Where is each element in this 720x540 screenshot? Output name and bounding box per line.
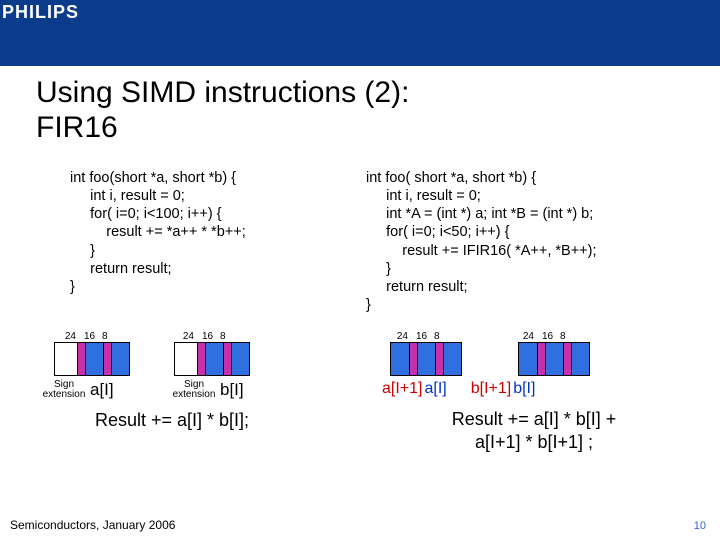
cell-b2 [111, 343, 129, 375]
cell-sign2 [175, 343, 197, 375]
diagram-right: 24 16 8 24 16 8 [368, 328, 700, 453]
topbar: PHILIPS [0, 0, 720, 66]
eq-left: Result += a[I] * b[I]; [36, 410, 368, 431]
rcell-b4 [545, 343, 563, 375]
slide-content: Using SIMD instructions (2): FIR16 int f… [0, 66, 720, 453]
slide-title: Using SIMD instructions (2): FIR16 [36, 76, 700, 145]
boxes-left [54, 342, 368, 376]
lbl-b0: b[I] [513, 380, 535, 398]
rcell-b2 [443, 343, 461, 375]
lbl-a0: a[I] [424, 380, 446, 398]
labels-right: a[I+1] a[I] b[I+1] b[I] [382, 380, 700, 398]
cell-m2 [103, 343, 111, 375]
brand-name: PHILIPS [2, 2, 79, 22]
eq-right-2: a[I+1] * b[I+1] ; [368, 431, 700, 454]
rcell-m3 [537, 343, 545, 375]
tick-8b: 8 [220, 331, 228, 342]
code-right: int foo( short *a, short *b) { int i, re… [366, 169, 696, 314]
cell-b4 [231, 343, 249, 375]
rcell-m1 [435, 343, 443, 375]
rtick-24: 24 [390, 331, 408, 342]
arr-b: b[I] [220, 380, 270, 400]
sign-ext-b: Sign extension [168, 380, 220, 400]
boxes-right [390, 342, 700, 376]
arr-a: a[I] [90, 380, 140, 400]
boxgroup-a-right [390, 342, 462, 376]
rcell-b1 [417, 343, 435, 375]
code-left-col: int foo(short *a, short *b) { int i, res… [36, 169, 366, 314]
footer-left: Semiconductors, January 2006 [10, 518, 175, 532]
tick-24b: 24 [172, 331, 194, 342]
sign-ext-a: Sign extension [38, 380, 90, 400]
rcell-b0 [391, 343, 409, 375]
tick-24: 24 [54, 331, 76, 342]
tick-16b: 16 [202, 331, 220, 342]
code-left: int foo(short *a, short *b) { int i, res… [70, 169, 366, 296]
cell-b1 [85, 343, 103, 375]
boxgroup-b-left [174, 342, 250, 376]
cell-m4 [223, 343, 231, 375]
cell-m3 [197, 343, 205, 375]
boxgroup-b-right [518, 342, 590, 376]
labels-left: Sign extension a[I] Sign extension b[I] [38, 380, 368, 400]
rcell-b3 [519, 343, 537, 375]
tick-row-left: 24 16 8 24 16 8 [54, 328, 368, 342]
rtick-24b: 24 [516, 331, 534, 342]
eq-right: Result += a[I] * b[I] + a[I+1] * b[I+1] … [368, 408, 700, 453]
code-right-col: int foo( short *a, short *b) { int i, re… [366, 169, 696, 314]
rcell-m4 [563, 343, 571, 375]
rtick-16: 16 [416, 331, 434, 342]
rtick-8: 8 [434, 331, 442, 342]
cell-sign [55, 343, 77, 375]
rcell-m0 [409, 343, 417, 375]
rcell-b5 [571, 343, 589, 375]
boxgroup-a-left [54, 342, 130, 376]
lbl-b1: b[I+1] [471, 380, 511, 398]
cell-b3 [205, 343, 223, 375]
cell-m1 [77, 343, 85, 375]
brand-logo: PHILIPS [0, 0, 85, 25]
eq-right-1: Result += a[I] * b[I] + [368, 408, 700, 431]
tick-16: 16 [84, 331, 102, 342]
tick-8: 8 [102, 331, 110, 342]
code-columns: int foo(short *a, short *b) { int i, res… [36, 169, 700, 314]
tick-row-right: 24 16 8 24 16 8 [390, 328, 700, 342]
lbl-a1: a[I+1] [382, 380, 422, 398]
diagram-left: 24 16 8 24 16 8 [36, 328, 368, 431]
rtick-16b: 16 [542, 331, 560, 342]
page-number: 10 [694, 520, 706, 532]
diagrams-row: 24 16 8 24 16 8 [36, 328, 700, 453]
rtick-8b: 8 [560, 331, 568, 342]
